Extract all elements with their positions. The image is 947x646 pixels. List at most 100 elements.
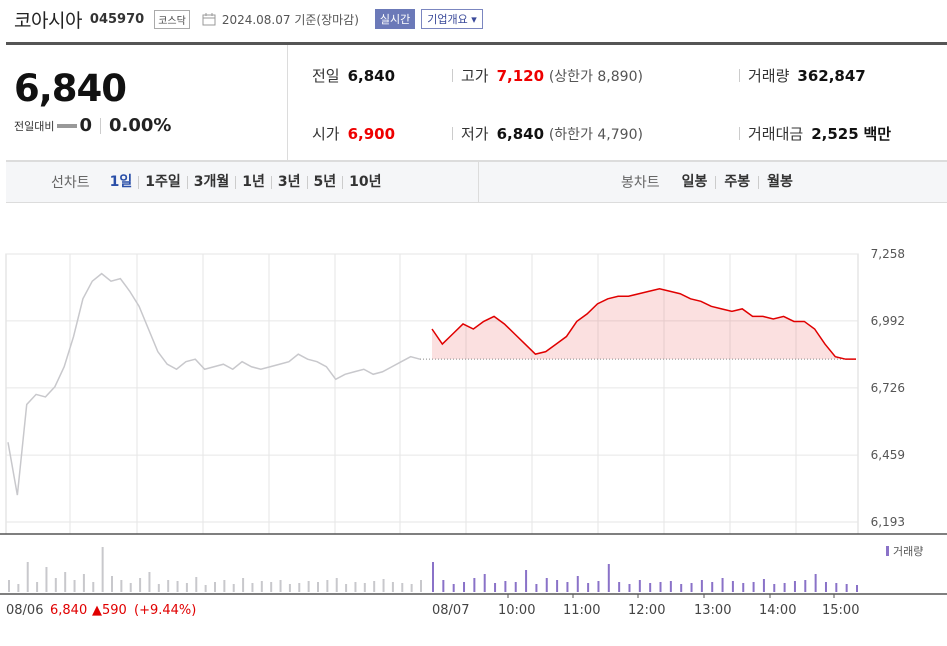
volume-bar bbox=[157, 584, 160, 592]
volume-bar bbox=[556, 580, 559, 592]
volume-bar bbox=[288, 584, 291, 592]
divider bbox=[452, 127, 453, 140]
volume-bar bbox=[64, 572, 67, 592]
volume-bar bbox=[504, 581, 507, 592]
volume-label: 거래량 bbox=[748, 67, 790, 85]
prev-day-summary: 6,840 ▲590 (+9.44%) bbox=[50, 603, 196, 618]
volume-bar bbox=[483, 574, 486, 592]
current-price-box: 6,840 전일대비 0 0.00% bbox=[6, 45, 288, 161]
volume-value: 362,847 bbox=[797, 67, 866, 85]
change-row: 전일대비 0 0.00% bbox=[14, 115, 171, 136]
candle-weekly[interactable]: 주봉 bbox=[716, 175, 760, 189]
volume-bar bbox=[176, 581, 179, 592]
chart-frame bbox=[5, 253, 859, 535]
volume-bar bbox=[856, 585, 858, 592]
volume-bar bbox=[335, 578, 338, 592]
volume-bar bbox=[17, 584, 20, 592]
amount-label: 거래대금 bbox=[748, 125, 804, 143]
volume-bar bbox=[773, 584, 776, 592]
divider bbox=[739, 69, 740, 82]
volume-bar bbox=[270, 582, 273, 592]
volume-bar bbox=[410, 584, 413, 592]
y-tick-label: 6,193 bbox=[871, 515, 905, 529]
y-tick-label: 7,258 bbox=[871, 247, 905, 261]
volume-bar bbox=[814, 574, 817, 592]
volume-bar bbox=[354, 582, 357, 592]
period-3m[interactable]: 3개월 bbox=[188, 175, 237, 189]
period-1w[interactable]: 1주일 bbox=[139, 175, 188, 189]
open-value: 6,900 bbox=[347, 125, 396, 143]
volume-bar bbox=[804, 580, 807, 592]
candle-monthly[interactable]: 월봉 bbox=[767, 173, 793, 190]
prev-day-series bbox=[7, 272, 421, 496]
volume-bar bbox=[442, 580, 445, 592]
high-value: 7,120 bbox=[496, 67, 545, 85]
prev-day-line bbox=[7, 272, 421, 496]
y-tick-label: 6,726 bbox=[871, 381, 905, 395]
title-row: 코아시아 045970 코스닥 2024.08.07 기준(장마감) 실시간 기… bbox=[14, 6, 483, 32]
today-area bbox=[432, 288, 856, 360]
volume-bar bbox=[82, 574, 85, 592]
period-5y[interactable]: 5년 bbox=[308, 175, 344, 189]
volume-legend: 거래량 bbox=[886, 545, 923, 558]
prev-day-change-pct: (+9.44%) bbox=[134, 603, 196, 618]
volume-bar bbox=[298, 583, 301, 592]
volume-bar bbox=[721, 578, 724, 592]
low-label: 저가 bbox=[461, 125, 489, 143]
chart-period-bar: 선차트 1일 1주일 3개월 1년 3년 5년 10년 봉차트 일봉 주봉 월봉 bbox=[6, 161, 947, 203]
volume-bar bbox=[260, 581, 263, 592]
volume-bar bbox=[232, 584, 235, 592]
volume-bar bbox=[373, 581, 376, 592]
y-tick-label: 6,992 bbox=[871, 314, 905, 328]
y-tick-label: 6,459 bbox=[871, 448, 905, 462]
prev-close-value: 6,840 bbox=[347, 67, 396, 85]
prev-close-cell: 전일 6,840 bbox=[312, 65, 395, 86]
volume-bar bbox=[223, 580, 226, 592]
volume-bar bbox=[54, 578, 57, 592]
volume-bar bbox=[742, 583, 745, 592]
period-1y[interactable]: 1년 bbox=[236, 175, 272, 189]
volume-bar bbox=[824, 582, 827, 592]
line-chart-periods: 선차트 1일 1주일 3개월 1년 3년 5년 10년 bbox=[6, 162, 479, 202]
volume-bar bbox=[576, 576, 579, 592]
volume-bar bbox=[326, 580, 329, 592]
volume-bar bbox=[195, 577, 198, 592]
volume-bar bbox=[307, 581, 310, 592]
volume-bar bbox=[452, 584, 455, 592]
period-3y[interactable]: 3년 bbox=[272, 175, 308, 189]
change-value: 0 bbox=[79, 115, 93, 136]
volume-bar bbox=[8, 580, 10, 592]
volume-bar bbox=[649, 583, 652, 592]
upper-limit: (상한가 8,890) bbox=[548, 69, 643, 85]
volume-bar bbox=[382, 579, 385, 592]
prev-close-label: 전일 bbox=[312, 67, 340, 85]
divider bbox=[452, 69, 453, 82]
volume-bar bbox=[45, 567, 48, 592]
volume-legend-swatch bbox=[886, 546, 889, 556]
volume-bar bbox=[251, 583, 254, 592]
volume-bar bbox=[680, 584, 683, 592]
volume-bar bbox=[762, 579, 765, 592]
x-axis-label: 08/07 bbox=[432, 603, 469, 618]
amount-unit: 백만 bbox=[863, 125, 892, 143]
line-chart-label: 선차트 bbox=[51, 175, 90, 191]
volume-bar bbox=[185, 583, 188, 592]
volume-bar bbox=[669, 581, 672, 592]
divider bbox=[739, 127, 740, 140]
realtime-button[interactable]: 실시간 bbox=[374, 9, 416, 29]
volume-bar bbox=[129, 583, 132, 592]
period-1d[interactable]: 1일 bbox=[104, 175, 140, 189]
market-badge: 코스닥 bbox=[154, 9, 190, 29]
candle-daily[interactable]: 일봉 bbox=[674, 175, 717, 189]
volume-bar bbox=[139, 578, 142, 592]
amount-cell: 거래대금 2,525 백만 bbox=[748, 123, 891, 144]
volume-chart bbox=[8, 547, 858, 592]
volume-bar bbox=[432, 562, 434, 592]
company-name: 코아시아 bbox=[14, 9, 82, 32]
stock-code: 045970 bbox=[89, 11, 145, 27]
prev-day-close: 6,840 bbox=[50, 603, 87, 618]
x-axis-label: 15:00 bbox=[822, 603, 859, 618]
current-price: 6,840 bbox=[14, 67, 127, 110]
company-overview-button[interactable]: 기업개요 ▾ bbox=[421, 9, 483, 29]
period-10y[interactable]: 10년 bbox=[349, 173, 382, 190]
